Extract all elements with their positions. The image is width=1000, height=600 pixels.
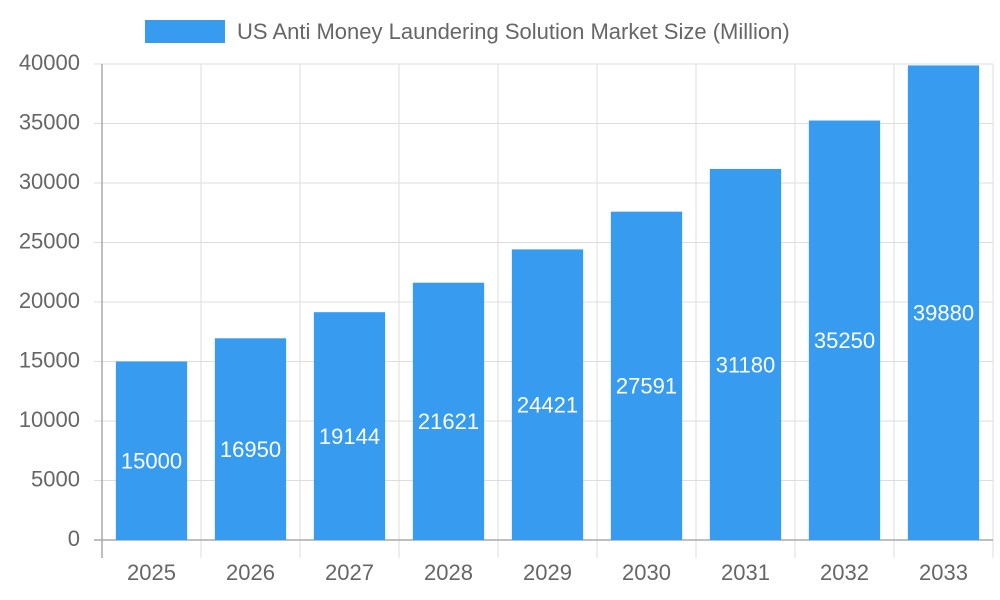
y-tick-label: 0: [68, 526, 80, 551]
bar: [808, 120, 881, 541]
data-label: 21621: [418, 409, 479, 434]
y-tick-label: 5000: [31, 466, 80, 491]
data-label: 24421: [517, 393, 578, 418]
data-label: 15000: [121, 449, 182, 474]
x-tick-label: 2032: [820, 560, 869, 585]
bar: [610, 211, 683, 540]
data-label: 19144: [319, 424, 380, 449]
bar: [313, 312, 386, 540]
y-tick-label: 25000: [19, 228, 80, 253]
x-tick-label: 2027: [325, 560, 374, 585]
y-tick-label: 40000: [19, 50, 80, 75]
legend-label: US Anti Money Laundering Solution Market…: [237, 19, 790, 44]
y-tick-label: 15000: [19, 347, 80, 372]
bar: [412, 282, 485, 540]
x-tick-label: 2030: [622, 560, 671, 585]
y-tick-label: 30000: [19, 169, 80, 194]
data-label: 27591: [616, 374, 677, 399]
x-tick-label: 2025: [127, 560, 176, 585]
legend-swatch: [145, 20, 225, 43]
data-label: 16950: [220, 437, 281, 462]
y-tick-label: 20000: [19, 288, 80, 313]
bar: [907, 65, 980, 540]
data-label: 31180: [716, 352, 776, 377]
bar: [214, 338, 287, 540]
x-tick-label: 2029: [523, 560, 572, 585]
bar: [511, 249, 584, 540]
x-tick-label: 2026: [226, 560, 275, 585]
x-tick-label: 2028: [424, 560, 473, 585]
data-label: 35250: [814, 328, 875, 353]
y-tick-label: 10000: [19, 407, 80, 432]
data-label: 39880: [913, 301, 974, 326]
bar: [115, 361, 188, 540]
bar: [709, 168, 782, 540]
x-tick-label: 2031: [721, 560, 770, 585]
x-tick-label: 2033: [919, 560, 968, 585]
y-tick-label: 35000: [19, 109, 80, 134]
